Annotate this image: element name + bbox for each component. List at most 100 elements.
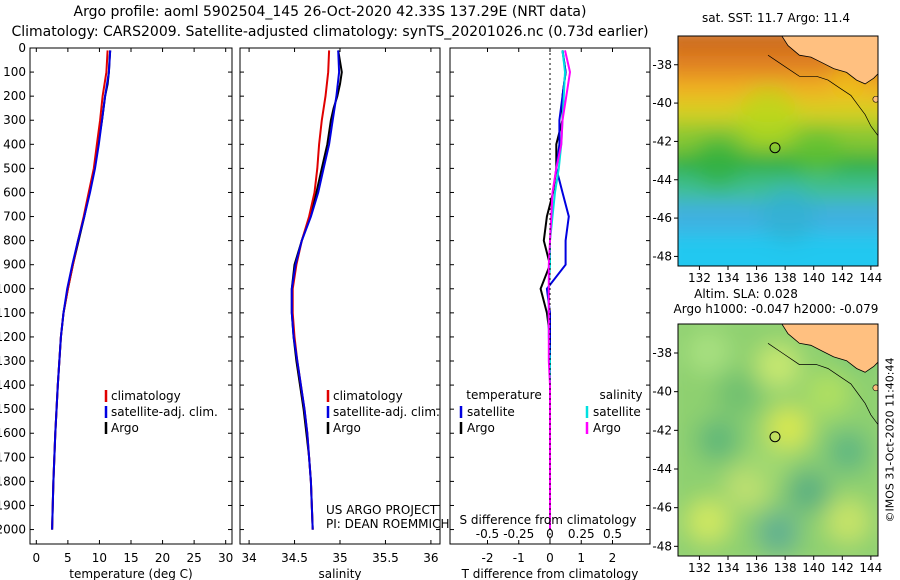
x-tick-label: 15 <box>123 551 138 565</box>
sla-blob <box>826 499 870 544</box>
legend-header-salinity: salinity <box>599 388 642 402</box>
legend-label-salinity-1: satellite-adj. clim. <box>333 405 440 419</box>
sst-patch <box>760 187 816 244</box>
map-x-tick-label: 132 <box>688 561 711 575</box>
x-tick-label: 5 <box>64 551 72 565</box>
sst-patch <box>738 86 798 147</box>
y-tick-label: 0 <box>18 41 26 55</box>
y-tick-label: 1000 <box>0 282 26 296</box>
watermark: ©IMOS 31-Oct-2020 11:40:44 <box>880 320 900 560</box>
sla-blob <box>686 329 730 374</box>
series-line-satellite-adj-clim- <box>51 50 112 530</box>
map2-title: Altim. SLA: 0.028 <box>694 287 798 301</box>
legend-label-salinity-2: Argo <box>333 421 361 435</box>
y-tick-label: 1700 <box>0 450 26 464</box>
land-mass <box>781 36 878 85</box>
x-tick-label: 10 <box>92 551 107 565</box>
shelf-contour <box>767 343 878 426</box>
series-line-climatology <box>291 50 331 530</box>
y-tick-label: 700 <box>3 210 26 224</box>
annotation-line-0: US ARGO PROJECT <box>326 503 438 517</box>
map-y-tick-label: -46 <box>652 501 672 515</box>
x-tick-label: 20 <box>155 551 170 565</box>
sla-blob <box>806 371 850 416</box>
map-y-tick-label: -44 <box>652 173 672 187</box>
x2-tick-label: 0.25 <box>568 527 595 541</box>
map-x-tick-label: 144 <box>859 271 882 285</box>
x2-tick-label: 0 <box>546 527 554 541</box>
map-y-tick-label: -38 <box>652 346 672 360</box>
legend-label-temperature-2: Argo <box>111 421 139 435</box>
series-line-argo <box>290 50 343 530</box>
map-field-sst <box>678 36 878 266</box>
map-y-tick-label: -42 <box>652 423 672 437</box>
sla-blob <box>766 406 810 451</box>
map-x-tick-label: 140 <box>802 561 825 575</box>
y-tick-label: 200 <box>3 89 26 103</box>
map-x-tick-label: 138 <box>774 561 797 575</box>
x2-tick-label: -0.5 <box>476 527 499 541</box>
sst-patch <box>794 127 842 175</box>
island <box>872 384 878 392</box>
panel-frame-1 <box>29 47 233 545</box>
y-tick-label: 800 <box>3 234 26 248</box>
y-tick-label: 1900 <box>0 498 26 512</box>
legend-label-diff-right-0: satellite <box>593 405 641 419</box>
figure-title-line2: Climatology: CARS2009. Satellite-adjuste… <box>11 24 649 40</box>
y-tick-label: 100 <box>3 65 26 79</box>
figure-title-line1: Argo profile: aoml 5902504_145 26-Oct-20… <box>73 4 587 20</box>
map-frame-sla <box>677 323 879 557</box>
sla-blob <box>826 429 870 474</box>
sla-blob <box>786 469 830 514</box>
map2-subtitle: Argo h1000: -0.047 h2000: -0.079 <box>674 302 879 316</box>
profile-lines-temperature <box>51 50 112 530</box>
y-tick-label: 500 <box>3 161 26 175</box>
map-x-tick-label: 138 <box>774 271 797 285</box>
y-tick-label: 1100 <box>0 306 26 320</box>
x-tick-label: 35 <box>332 551 347 565</box>
profile-lines-difference <box>539 50 572 530</box>
x-tick-label: 0 <box>32 551 40 565</box>
y-tick-label: 1300 <box>0 354 26 368</box>
map-x-tick-label: 134 <box>717 561 740 575</box>
y-tick-label: 400 <box>3 137 26 151</box>
y-tick-label: 1500 <box>0 402 26 416</box>
watermark-text: ©IMOS 31-Oct-2020 11:40:44 <box>883 357 897 523</box>
sla-blob <box>686 499 730 544</box>
legend-header-temperature: temperature <box>466 388 541 402</box>
series-line-satellite-adj-clim- <box>290 50 341 530</box>
map-x-tick-label: 134 <box>717 271 740 285</box>
map-y-tick-label: -48 <box>652 539 672 553</box>
y-tick-label: 2000 <box>0 523 26 537</box>
panel-frame-2 <box>239 47 441 545</box>
map-x-tick-label: 142 <box>831 561 854 575</box>
map-y-tick-label: -42 <box>652 134 672 148</box>
x-tick-label: 36 <box>423 551 438 565</box>
map-x-tick-label: 140 <box>802 271 825 285</box>
legend-label-diff-left-1: Argo <box>467 421 495 435</box>
sla-blob <box>746 441 790 486</box>
map-x-tick-label: 136 <box>745 271 768 285</box>
map-y-tick-label: -38 <box>652 58 672 72</box>
map-x-tick-label: 144 <box>859 561 882 575</box>
x-tick-label: 34 <box>241 551 256 565</box>
sla-blob <box>696 418 740 462</box>
x-tick-label: 34.5 <box>281 551 308 565</box>
y-tick-label: 1600 <box>0 426 26 440</box>
map-frame-sst <box>677 35 879 267</box>
x-axis-label-difference: T difference from climatology <box>461 567 639 580</box>
sla-blob <box>756 510 800 555</box>
profile-lines-salinity <box>290 50 343 530</box>
legend-label-salinity-0: climatology <box>333 389 403 403</box>
map-field-sla <box>678 324 878 556</box>
legend-label-temperature-1: satellite-adj. clim. <box>111 405 218 419</box>
x-tick-label: 25 <box>186 551 201 565</box>
y-tick-label: 300 <box>3 113 26 127</box>
y-tick-label: 1800 <box>0 474 26 488</box>
sla-blob <box>756 343 800 388</box>
profile-location-marker <box>769 431 781 443</box>
x-tick-label: 0 <box>546 551 554 565</box>
x-tick-label: 35.5 <box>372 551 399 565</box>
map1-title: sat. SST: 11.7 Argo: 11.4 <box>702 11 850 25</box>
